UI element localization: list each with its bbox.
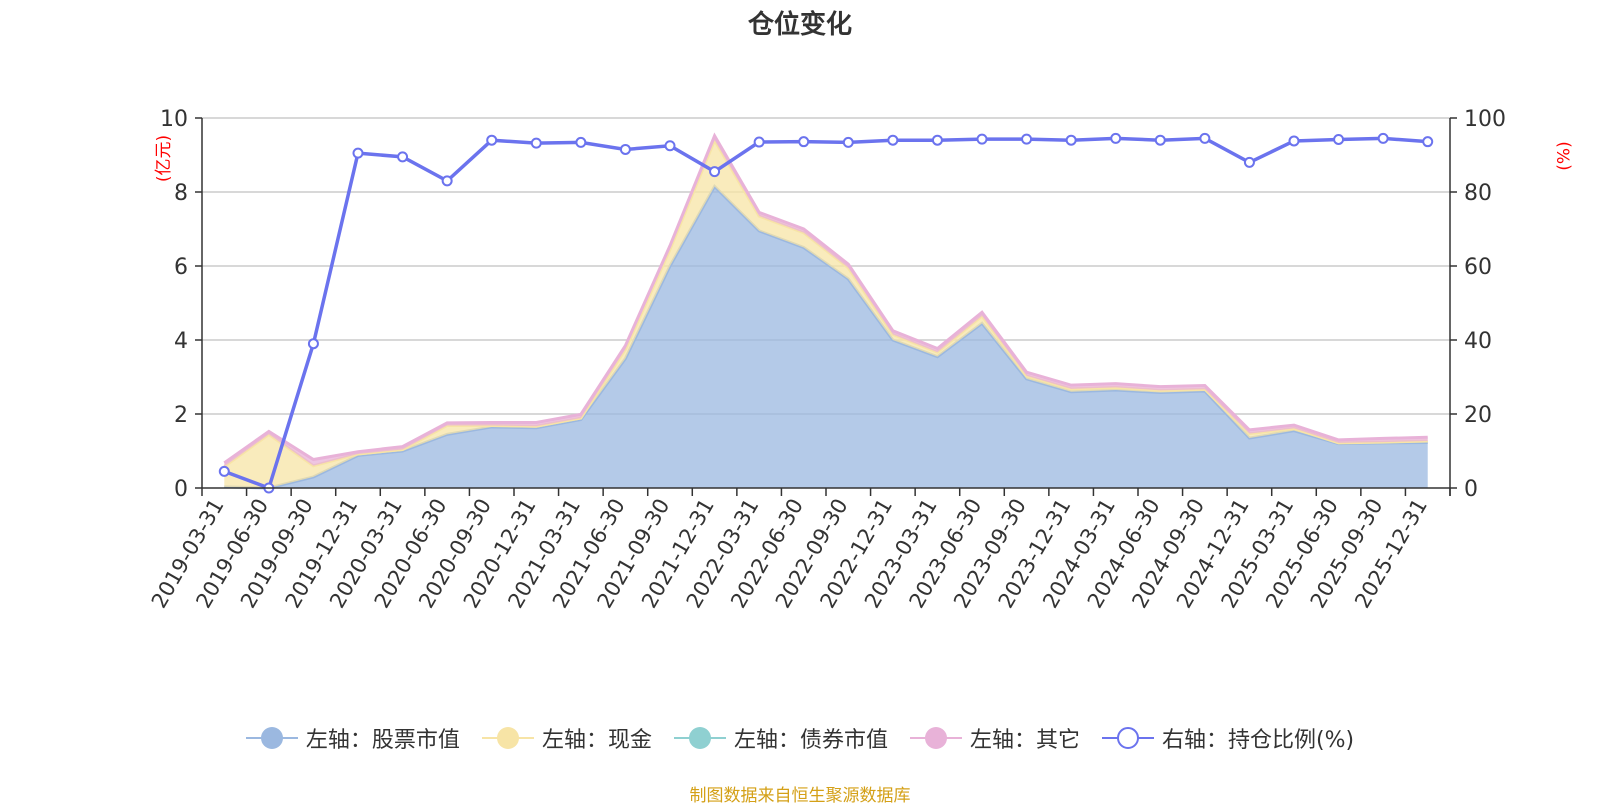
position-ratio-point — [218, 465, 230, 477]
legend-item-position-ratio[interactable]: 右轴：持仓比例(%) — [1101, 722, 1355, 754]
position-ratio-point — [1154, 134, 1166, 146]
source-note: 制图数据来自恒生聚源数据库 — [689, 786, 911, 806]
area-edge-3 — [223, 132, 1428, 465]
legend-item-other[interactable]: 左轴：其它 — [909, 722, 1080, 754]
position-ratio-point — [619, 143, 631, 155]
right-tick-label: 0 — [1464, 477, 1478, 502]
legend-swatch-other — [909, 725, 962, 751]
position-ratio-point — [887, 134, 899, 146]
position-ratio-point — [1110, 132, 1122, 144]
position-ratio-point — [931, 134, 943, 146]
position-ratio-point — [1288, 135, 1300, 147]
position-ratio-point — [530, 137, 542, 149]
position-ratio-point — [1065, 134, 1077, 146]
chart-legend: 左轴：股票市值 左轴：现金 左轴：债券市值 左轴：其它 右轴：持仓比例(%) — [0, 722, 1600, 754]
legend-item-cash[interactable]: 左轴：现金 — [481, 722, 652, 754]
right-tick-label: 40 — [1464, 329, 1492, 354]
left-tick-label: 6 — [174, 255, 188, 280]
left-tick-label: 0 — [174, 477, 188, 502]
left-tick-label: 10 — [160, 107, 188, 132]
legend-label: 左轴：债券市值 — [733, 728, 888, 753]
legend-swatch-position-ratio — [1101, 725, 1154, 751]
legend-swatch-bond — [673, 725, 726, 751]
position-ratio-point — [486, 134, 498, 146]
position-ratio-point — [441, 175, 453, 187]
position-ratio-point — [976, 133, 988, 145]
position-ratio-point — [753, 136, 765, 148]
right-tick-label: 60 — [1464, 255, 1492, 280]
legend-swatch-cash — [481, 725, 534, 751]
legend-label: 左轴：现金 — [541, 728, 652, 753]
right-tick-label: 80 — [1464, 181, 1492, 206]
position-ratio-point — [397, 151, 409, 163]
position-ratio-point — [664, 140, 676, 152]
left-tick-label: 2 — [174, 403, 188, 428]
right-tick-label: 20 — [1464, 403, 1492, 428]
line-series — [218, 132, 1434, 494]
legend-item-bond[interactable]: 左轴：债券市值 — [673, 722, 888, 754]
position-ratio-point — [1333, 133, 1345, 145]
area-series — [223, 132, 1428, 490]
position-ratio-point — [307, 338, 319, 350]
left-tick-label: 4 — [174, 329, 188, 354]
position-ratio-line — [223, 136, 1428, 491]
position-ratio-point — [709, 166, 721, 178]
position-ratio-point — [575, 136, 587, 148]
position-ratio-point — [1243, 156, 1255, 168]
position-ratio-point — [1021, 133, 1033, 145]
legend-label: 右轴：持仓比例(%) — [1161, 728, 1355, 753]
position-ratio-point — [1199, 132, 1211, 144]
position-ratio-point — [798, 136, 810, 148]
area-0 — [224, 186, 1428, 488]
chart-title: 仓位变化 — [747, 10, 852, 40]
position-ratio-point — [1377, 132, 1389, 144]
legend-swatch-stock — [245, 725, 298, 751]
right-axis-unit: (%) — [1554, 141, 1575, 171]
position-ratio-point — [352, 147, 364, 159]
legend-item-stock[interactable]: 左轴：股票市值 — [245, 722, 460, 754]
position-ratio-point — [1422, 136, 1434, 148]
legend-label: 左轴：股票市值 — [305, 728, 460, 753]
position-ratio-point — [842, 136, 854, 148]
legend-label: 左轴：其它 — [969, 728, 1080, 753]
right-tick-label: 100 — [1464, 107, 1506, 132]
left-tick-label: 8 — [174, 181, 188, 206]
left-axis-unit: (亿元) — [154, 134, 175, 183]
